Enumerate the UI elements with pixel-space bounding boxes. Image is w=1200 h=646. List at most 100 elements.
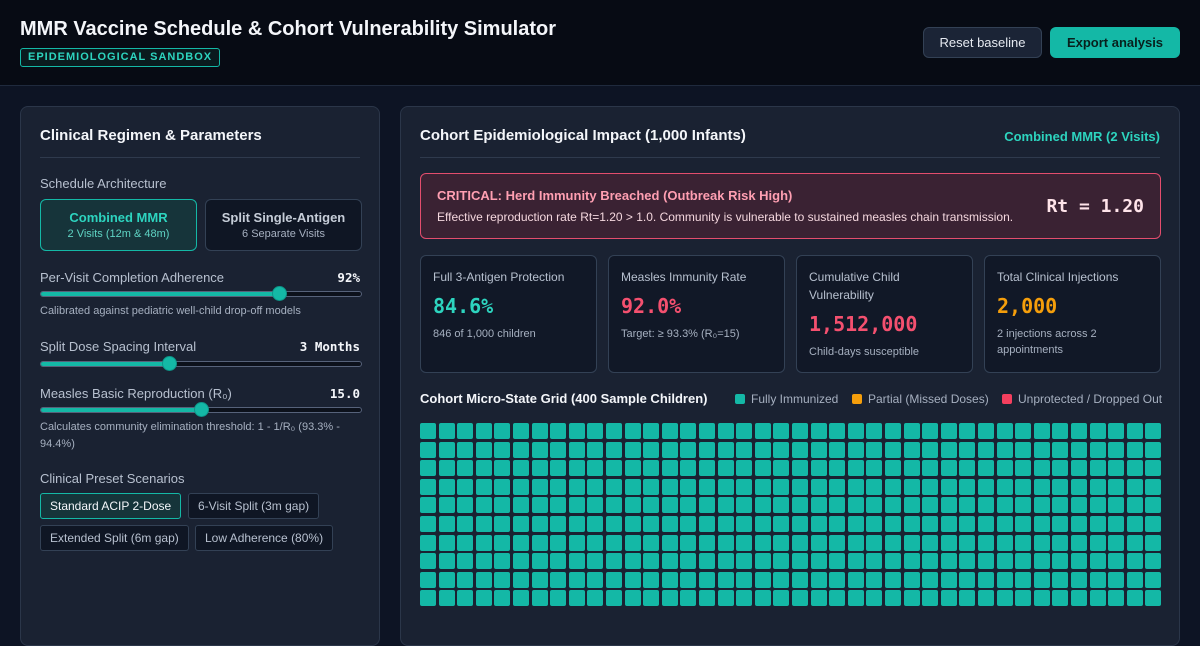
- child-cell: [494, 590, 511, 607]
- child-cell: [475, 590, 492, 607]
- herd-immunity-alert: CRITICAL: Herd Immunity Breached (Outbre…: [420, 173, 1161, 239]
- child-cell: [885, 590, 901, 607]
- legend-swatch: [852, 394, 862, 404]
- child-cell: [866, 553, 883, 570]
- child-cell: [829, 534, 846, 551]
- child-cell: [606, 460, 622, 477]
- child-cell: [1071, 441, 1087, 458]
- spacing-value: 3 Months: [299, 339, 360, 354]
- child-cell: [903, 423, 920, 439]
- panel-title: Cohort Epidemiological Impact (1,000 Inf…: [420, 127, 746, 144]
- child-cell: [1108, 478, 1125, 495]
- child-cell: [680, 478, 697, 495]
- child-cell: [885, 553, 901, 570]
- child-cell: [792, 423, 808, 439]
- child-cell: [1071, 553, 1087, 570]
- r0-slider[interactable]: [40, 402, 362, 417]
- child-cell: [661, 460, 678, 477]
- preset-extended-split[interactable]: Extended Split (6m gap): [40, 525, 189, 551]
- child-cell: [754, 497, 771, 514]
- child-cell: [773, 516, 790, 532]
- child-cell: [885, 497, 901, 514]
- child-cell: [1033, 571, 1050, 588]
- child-cell: [587, 441, 604, 458]
- child-cell: [903, 478, 920, 495]
- schedule-option-title: Combined MMR: [69, 210, 168, 225]
- child-cell: [438, 553, 455, 570]
- child-cell: [699, 590, 715, 607]
- schedule-option-split-single-antigen[interactable]: Split Single-Antigen 6 Separate Visits: [205, 199, 362, 251]
- child-cell: [866, 423, 883, 439]
- child-cell: [513, 553, 529, 570]
- child-cell: [736, 553, 753, 570]
- cohort-micro-state-grid: [420, 423, 1162, 643]
- child-cell: [568, 553, 585, 570]
- divider: [420, 157, 1160, 158]
- adherence-slider[interactable]: [40, 286, 362, 301]
- child-cell: [847, 460, 864, 477]
- child-cell: [1145, 516, 1162, 532]
- child-cell: [1071, 571, 1087, 588]
- child-cell: [1126, 534, 1143, 551]
- child-cell: [959, 590, 976, 607]
- child-cell: [1033, 423, 1050, 439]
- schedule-option-title: Split Single-Antigen: [221, 210, 346, 225]
- preset-low-adherence[interactable]: Low Adherence (80%): [195, 525, 334, 551]
- child-cell: [773, 534, 790, 551]
- child-cell: [885, 478, 901, 495]
- child-cell: [717, 571, 734, 588]
- child-cell: [587, 534, 604, 551]
- child-cell: [494, 497, 511, 514]
- child-cell: [847, 553, 864, 570]
- schedule-option-combined-mmr[interactable]: Combined MMR 2 Visits (12m & 48m): [40, 199, 197, 251]
- child-cell: [457, 571, 474, 588]
- child-cell: [420, 460, 436, 477]
- child-cell: [550, 571, 567, 588]
- child-cell: [699, 571, 715, 588]
- child-cell: [494, 553, 511, 570]
- child-cell: [903, 497, 920, 514]
- child-cell: [606, 423, 622, 439]
- child-cell: [829, 516, 846, 532]
- child-cell: [680, 590, 697, 607]
- child-cell: [438, 460, 455, 477]
- preset-6-visit-split[interactable]: 6-Visit Split (3m gap): [188, 493, 320, 519]
- child-cell: [866, 478, 883, 495]
- child-cell: [829, 460, 846, 477]
- child-cell: [1126, 590, 1143, 607]
- child-cell: [754, 478, 771, 495]
- child-cell: [494, 478, 511, 495]
- child-cell: [1108, 516, 1125, 532]
- child-cell: [1071, 460, 1087, 477]
- child-cell: [754, 590, 771, 607]
- child-cell: [624, 516, 641, 532]
- alert-description: Effective reproduction rate Rt=1.20 > 1.…: [437, 210, 1014, 224]
- reset-baseline-button[interactable]: Reset baseline: [923, 27, 1042, 58]
- child-cell: [531, 534, 548, 551]
- child-cell: [643, 516, 660, 532]
- child-cell: [624, 590, 641, 607]
- child-cell: [1071, 497, 1087, 514]
- legend-label: Unprotected / Dropped Out: [1018, 392, 1163, 406]
- child-cell: [940, 423, 957, 439]
- child-cell: [531, 460, 548, 477]
- slider-thumb[interactable]: [272, 286, 288, 301]
- child-cell: [1126, 553, 1143, 570]
- child-cell: [475, 553, 492, 570]
- child-cell: [773, 571, 790, 588]
- slider-thumb[interactable]: [162, 356, 177, 371]
- slider-thumb[interactable]: [194, 402, 209, 417]
- adherence-hint: Calibrated against pediatric well-child …: [40, 305, 301, 317]
- child-cell: [847, 516, 864, 532]
- child-cell: [773, 441, 790, 458]
- preset-standard-acip[interactable]: Standard ACIP 2-Dose: [40, 493, 182, 519]
- child-cell: [624, 441, 641, 458]
- child-cell: [680, 460, 697, 477]
- child-cell: [978, 423, 994, 439]
- child-cell: [736, 571, 753, 588]
- export-analysis-button[interactable]: Export analysis: [1050, 27, 1180, 58]
- child-cell: [475, 516, 492, 532]
- slider-fill: [41, 408, 201, 412]
- child-cell: [680, 516, 697, 532]
- spacing-slider[interactable]: [40, 356, 362, 371]
